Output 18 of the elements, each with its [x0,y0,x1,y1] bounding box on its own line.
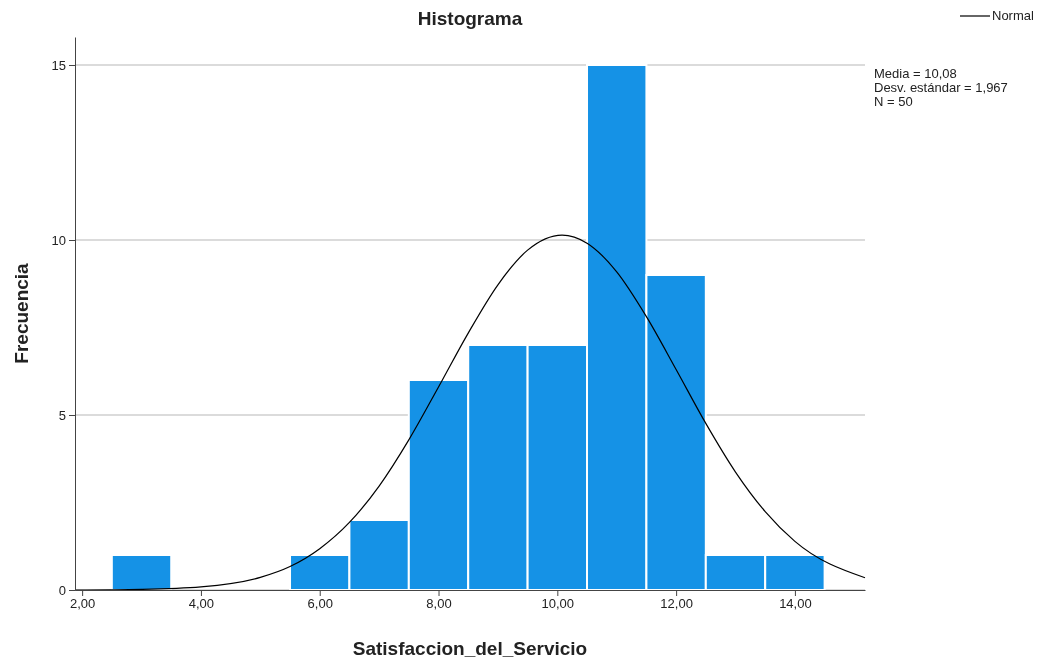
x-tick-label: 4,00 [188,596,215,612]
x-tick-label: 6,00 [307,596,333,612]
legend-label: Normal [992,8,1035,23]
text: N = 50 [874,94,913,109]
y-tick-label: 5 [58,407,66,423]
x-tick-label: 10,00 [541,596,575,612]
y-tick-label: 15 [51,57,66,73]
y-axis-title: Frecuencia [11,262,32,364]
chart-title: Histograma [417,8,523,29]
x-tick-label: 2,00 [69,596,96,612]
x-tick-label: 12,00 [660,596,693,612]
text: Media = 10,08 [874,66,957,81]
y-tick-label: 0 [58,582,66,598]
text: Desv. estándar = 1,967 [874,80,1008,95]
x-axis-title: Satisfaccion_del_Servicio [352,638,588,659]
x-tick-label: 14,00 [779,596,812,612]
x-tick-label: 8,00 [426,596,452,612]
y-tick-label: 10 [51,232,66,248]
